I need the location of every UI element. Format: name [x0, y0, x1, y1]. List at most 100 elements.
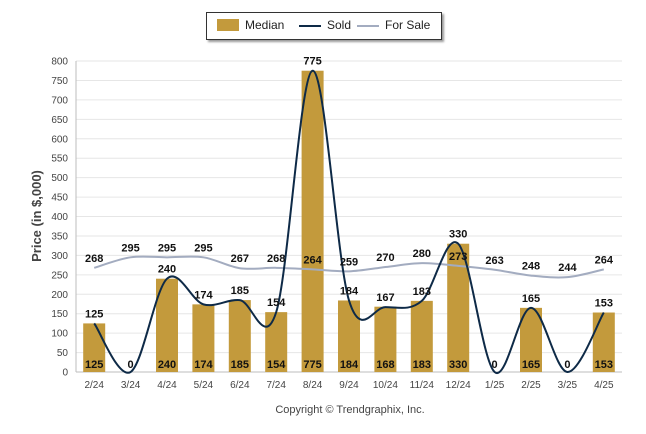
data-label-median: 174: [194, 359, 213, 371]
y-tick-label: 700: [51, 95, 68, 106]
data-label-median: 184: [340, 359, 359, 371]
x-tick-label: 4/25: [594, 380, 614, 391]
y-tick-label: 50: [57, 348, 69, 359]
y-tick-label: 0: [62, 368, 68, 379]
x-tick-label: 5/24: [194, 380, 214, 391]
data-label-median: 183: [413, 359, 431, 371]
data-label-sold: 330: [449, 229, 467, 241]
data-label-for-sale: 264: [595, 254, 614, 266]
bar-median: [410, 300, 433, 372]
bar-median: [592, 312, 615, 372]
data-label-sold: 125: [85, 308, 103, 320]
legend-swatch-median: [217, 19, 239, 31]
x-tick-label: 11/24: [410, 380, 435, 391]
data-label-for-sale: 268: [267, 253, 285, 265]
line-sold: [93, 69, 605, 374]
data-label-for-sale: 263: [485, 255, 503, 267]
series-lines: [93, 69, 605, 374]
x-tick-label: 1/25: [485, 380, 505, 391]
data-label-median: 153: [595, 359, 613, 371]
data-label-sold: 165: [522, 293, 540, 305]
data-label-sold: 775: [303, 56, 321, 68]
data-label-for-sale: 273: [449, 251, 467, 263]
data-label-median: 168: [376, 359, 394, 371]
x-tick-label: 7/24: [266, 380, 286, 391]
data-label-for-sale: 280: [413, 248, 431, 260]
y-tick-label: 100: [51, 329, 68, 340]
data-label-median: 240: [158, 359, 176, 371]
bar-median: [192, 304, 215, 372]
x-tick-label: 2/24: [84, 380, 104, 391]
data-label-for-sale: 268: [85, 253, 103, 265]
data-label-sold: 185: [231, 285, 249, 297]
bar-median: [520, 307, 542, 372]
y-tick-label: 750: [51, 76, 68, 87]
median-bars: [83, 70, 615, 372]
data-label-for-sale: 244: [558, 262, 577, 274]
y-tick-label: 800: [51, 57, 68, 68]
y-axis-ticks: 0 50 100 150 200 250 300 350 400 450 500 550 600 650 7…: [51, 57, 68, 379]
data-label-sold: 174: [194, 289, 213, 301]
y-tick-label: 650: [51, 115, 68, 126]
y-tick-label: 550: [51, 154, 68, 165]
x-tick-label: 12/24: [446, 380, 471, 391]
y-tick-label: 250: [51, 270, 68, 281]
legend-label-for-sale: For Sale: [385, 18, 431, 32]
data-label-median: 154: [267, 359, 286, 371]
chart-legend: Median Sold For Sale: [206, 12, 442, 40]
y-tick-label: 500: [51, 173, 68, 184]
bar-median: [301, 70, 324, 372]
y-tick-label: 300: [51, 251, 68, 262]
y-tick-label: 450: [51, 193, 68, 204]
y-tick-label: 400: [51, 212, 68, 223]
x-tick-label: 9/24: [339, 380, 359, 391]
data-label-for-sale: 248: [522, 261, 540, 273]
x-tick-label: 8/24: [303, 380, 323, 391]
legend-label-sold: Sold: [327, 18, 352, 32]
data-label-sold: 183: [413, 286, 431, 298]
bar-median: [265, 312, 288, 372]
y-tick-label: 150: [51, 309, 68, 320]
legend-label-median: Median: [245, 18, 285, 32]
data-label-for-sale: 264: [303, 254, 322, 266]
copyright-text: Copyright © Trendgraphix, Inc.: [275, 404, 424, 416]
data-label-median: 330: [449, 359, 467, 371]
x-tick-label: 6/24: [230, 380, 250, 391]
x-tick-label: 3/25: [558, 380, 578, 391]
bar-median: [447, 243, 470, 372]
y-tick-label: 600: [51, 134, 68, 145]
data-label-median: 165: [522, 359, 540, 371]
bar-median: [374, 306, 397, 372]
y-axis-label: Price (in $,000): [29, 170, 44, 262]
data-labels: 268 295 295 295 267 268 264 259 270 280 273 263 248 2…: [85, 56, 614, 371]
x-tick-label: 10/24: [373, 380, 398, 391]
y-tick-label: 200: [51, 290, 68, 301]
data-label-sold: 167: [376, 292, 394, 304]
line-for-sale: [93, 255, 605, 279]
data-label-median: 775: [303, 359, 321, 371]
data-label-for-sale: 267: [231, 253, 249, 265]
x-tick-label: 4/24: [157, 380, 177, 391]
data-label-median: 0: [492, 359, 498, 371]
bar-median: [156, 278, 178, 372]
data-label-sold: 153: [595, 298, 613, 310]
bar-median: [228, 300, 251, 372]
data-label-sold: 240: [158, 264, 176, 276]
data-label-median: 185: [231, 359, 249, 371]
data-label-median: 0: [564, 359, 570, 371]
data-label-sold: 154: [267, 297, 286, 309]
bar-median: [338, 300, 360, 372]
data-label-median: 125: [85, 359, 103, 371]
data-label-for-sale: 295: [158, 242, 176, 254]
legend-swatch-sold: [299, 25, 321, 27]
data-label-for-sale: 295: [194, 242, 212, 254]
data-label-for-sale: 295: [121, 242, 139, 254]
y-tick-label: 350: [51, 231, 68, 242]
data-label-for-sale: 259: [340, 256, 358, 268]
x-tick-label: 2/25: [521, 380, 541, 391]
legend-swatch-for-sale: [357, 25, 379, 27]
data-label-median: 0: [128, 359, 134, 371]
data-label-for-sale: 270: [376, 252, 394, 264]
data-label-sold: 184: [340, 285, 359, 297]
